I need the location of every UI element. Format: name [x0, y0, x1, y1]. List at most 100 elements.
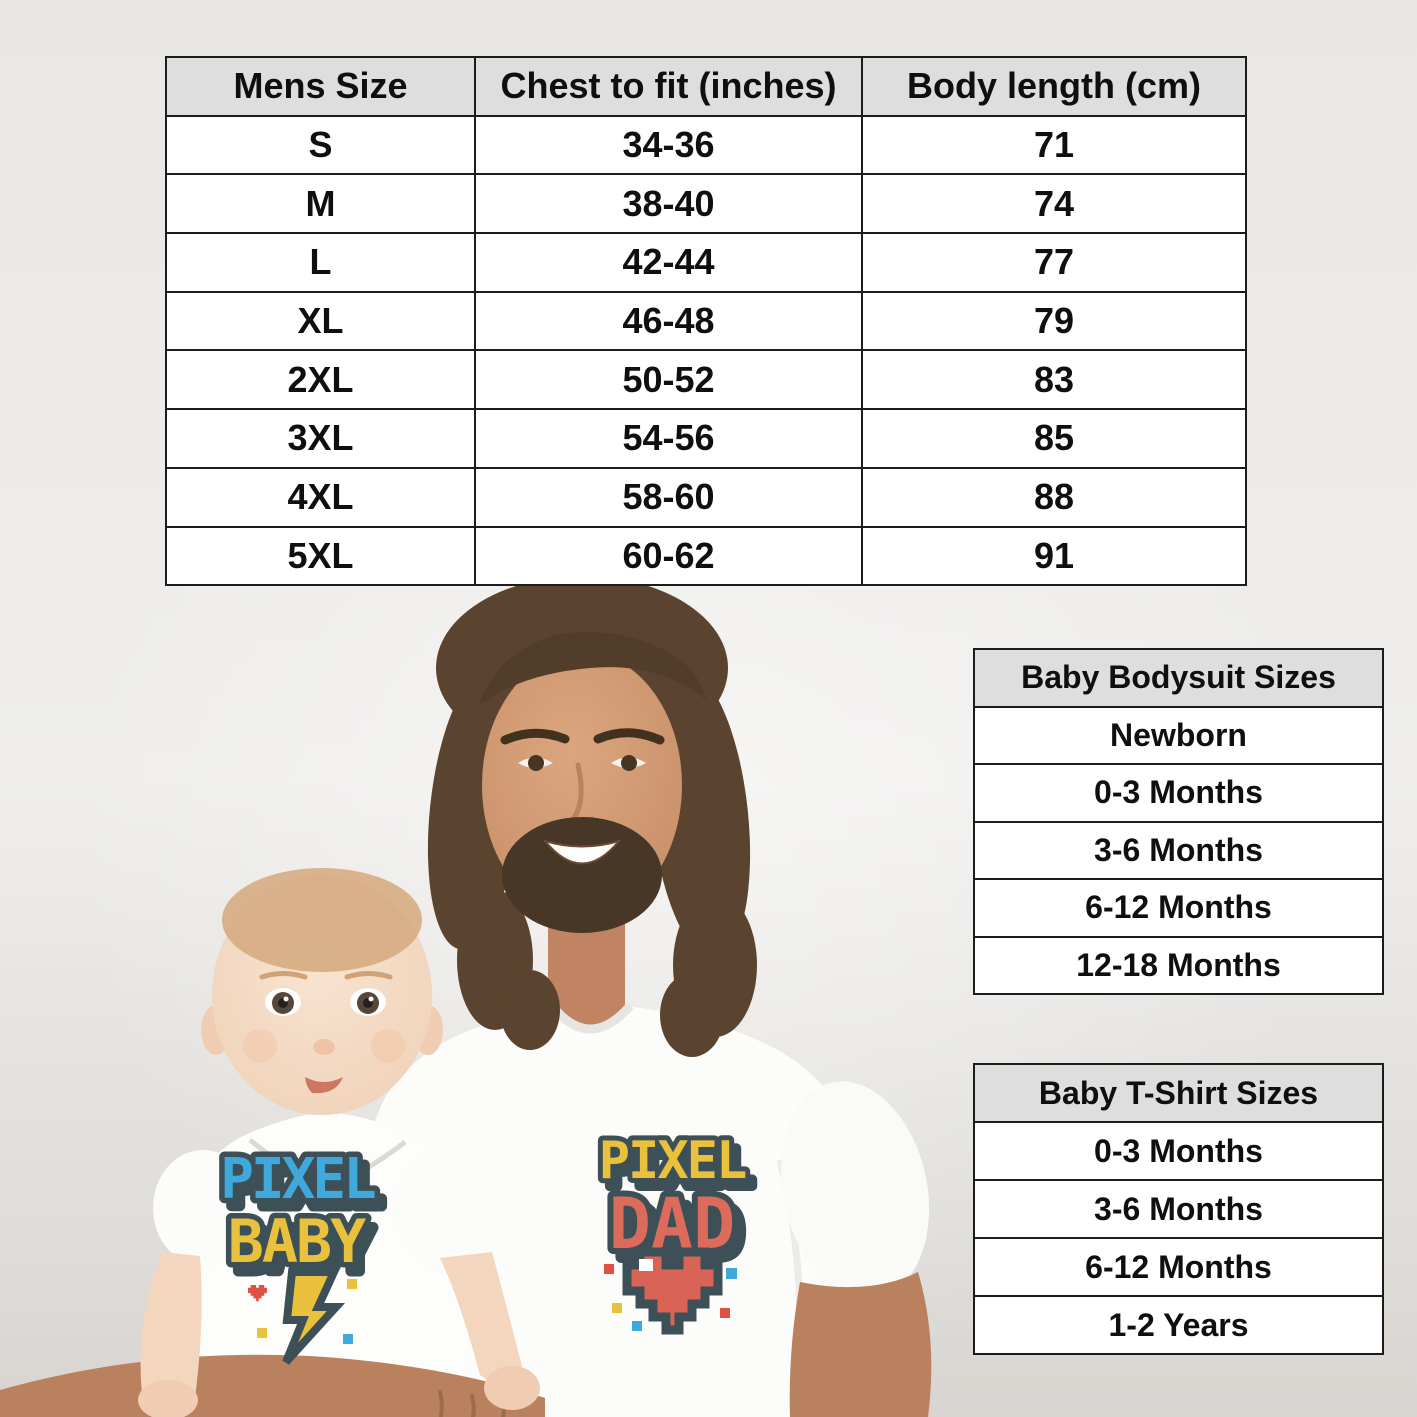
table-row: 3XL 54-56 85 [165, 408, 1247, 469]
baby-cheek [371, 1029, 405, 1063]
table-row: 0-3 Months [973, 1121, 1384, 1181]
table-row: 3-6 Months [973, 820, 1384, 880]
man-figure [350, 576, 873, 1417]
chest-cell: 50-52 [474, 349, 863, 411]
size-cell: 3-6 Months [973, 1179, 1384, 1239]
length-cell: 77 [861, 232, 1247, 293]
chest-cell: 46-48 [474, 290, 863, 352]
eyebrow [500, 728, 570, 745]
dad-print-word1-shadow: PIXEL [606, 1139, 753, 1199]
size-cell: 1-2 Years [973, 1295, 1384, 1355]
baby-eyes [265, 988, 386, 1016]
baby-print-word1: PIXEL [220, 1147, 375, 1212]
baby-hand [138, 1380, 198, 1417]
table-row: XL 46-48 79 [165, 290, 1247, 352]
size-cell: XL [165, 290, 476, 352]
dad-shirt-print: PIXEL PIXEL DAD DAD [594, 1126, 760, 1335]
bodysuit-fold [248, 1138, 328, 1189]
baby-eyebrow [344, 971, 393, 980]
size-cell: 5XL [165, 525, 476, 587]
table-row: 1-2 Years [973, 1295, 1384, 1355]
collar-rim [548, 1002, 634, 1034]
table-row: 0-3 Months [973, 763, 1384, 823]
eyebrow [593, 728, 665, 745]
baby-figure [183, 868, 468, 1417]
man-eyes [518, 755, 646, 771]
chest-cell: 42-44 [474, 232, 863, 293]
baby-bodysuit [183, 1112, 468, 1417]
baby-arms [138, 1150, 540, 1417]
baby-print-word1-shadow: PIXEL [227, 1155, 382, 1220]
size-cell: 6-12 Months [973, 878, 1384, 938]
size-cell: 3XL [165, 408, 476, 469]
bodysuit-fold [326, 1140, 407, 1189]
size-cell: 12-18 Months [973, 935, 1384, 995]
length-cell: 79 [861, 290, 1247, 352]
table-row: 6-12 Months [973, 878, 1384, 938]
chest-cell: 34-36 [474, 114, 863, 176]
table-row: M 38-40 74 [165, 173, 1247, 235]
baby-tshirt-size-table: Baby T-Shirt Sizes 0-3 Months 3-6 Months… [973, 1063, 1384, 1355]
table-row: 12-18 Months [973, 935, 1384, 995]
man-right-arm [780, 1081, 932, 1417]
size-cell: 2XL [165, 349, 476, 411]
header-body-length: Body length (cm) [861, 56, 1247, 117]
size-cell: 0-3 Months [973, 763, 1384, 823]
heart-glint [639, 1259, 653, 1271]
table-row: S 34-36 71 [165, 114, 1247, 176]
bodysuit-table-title: Baby Bodysuit Sizes [973, 648, 1384, 708]
heart-icon [247, 1285, 267, 1302]
size-cell: 3-6 Months [973, 820, 1384, 880]
baby-bodysuit-size-table: Baby Bodysuit Sizes Newborn 0-3 Months 3… [973, 648, 1384, 995]
baby-eyebrow [259, 971, 308, 980]
chest-cell: 54-56 [474, 408, 863, 469]
length-cell: 88 [861, 466, 1247, 528]
table-row: 5XL 60-62 91 [165, 525, 1247, 587]
table-row: 2XL 50-52 83 [165, 349, 1247, 411]
chest-cell: 60-62 [474, 525, 863, 587]
table-row: 4XL 58-60 88 [165, 466, 1247, 528]
header-chest-to-fit: Chest to fit (inches) [474, 56, 863, 117]
baby-nose [313, 1039, 335, 1055]
man-hair-fringe [478, 632, 706, 706]
lightning-bolt-icon [282, 1268, 346, 1365]
man-smile [542, 839, 622, 865]
length-cell: 85 [861, 408, 1247, 469]
baby-hair [222, 868, 422, 972]
baby-forearm [140, 1252, 202, 1405]
pixel-confetti [604, 1264, 737, 1331]
baby-mouth [305, 1077, 343, 1094]
length-cell: 91 [861, 525, 1247, 587]
bodysuit-sleeve [396, 1150, 500, 1270]
heart-icon [622, 1247, 723, 1335]
header-row: Baby Bodysuit Sizes [973, 648, 1384, 708]
pixel-confetti [257, 1279, 357, 1344]
length-cell: 83 [861, 349, 1247, 411]
size-cell: L [165, 232, 476, 293]
tshirt-table-title: Baby T-Shirt Sizes [973, 1063, 1384, 1123]
man-forearm [789, 1272, 932, 1417]
baby-hand [484, 1366, 540, 1410]
baby-forearm [440, 1252, 525, 1385]
man-beard [502, 817, 662, 933]
table-row: 6-12 Months [973, 1237, 1384, 1297]
length-cell: 74 [861, 173, 1247, 235]
size-cell: 0-3 Months [973, 1121, 1384, 1181]
length-cell: 71 [861, 114, 1247, 176]
size-cell: 4XL [165, 466, 476, 528]
table-row: 3-6 Months [973, 1179, 1384, 1239]
baby-shirt-print: PIXEL PIXEL BABY BABY [215, 1142, 391, 1365]
baby-print-word2: BABY [228, 1207, 366, 1277]
dad-print-word1: PIXEL [599, 1131, 746, 1191]
size-cell: S [165, 114, 476, 176]
table-row: Newborn [973, 705, 1384, 765]
baby-cheek [243, 1029, 277, 1063]
size-cell: M [165, 173, 476, 235]
dad-forearm [0, 1354, 545, 1417]
size-cell: Newborn [973, 705, 1384, 765]
chest-cell: 58-60 [474, 466, 863, 528]
table-row: L 42-44 77 [165, 232, 1247, 293]
mens-size-table: Mens Size Chest to fit (inches) Body len… [165, 56, 1247, 587]
shirt-sleeve [780, 1081, 930, 1299]
bodysuit-sleeve [153, 1150, 253, 1266]
